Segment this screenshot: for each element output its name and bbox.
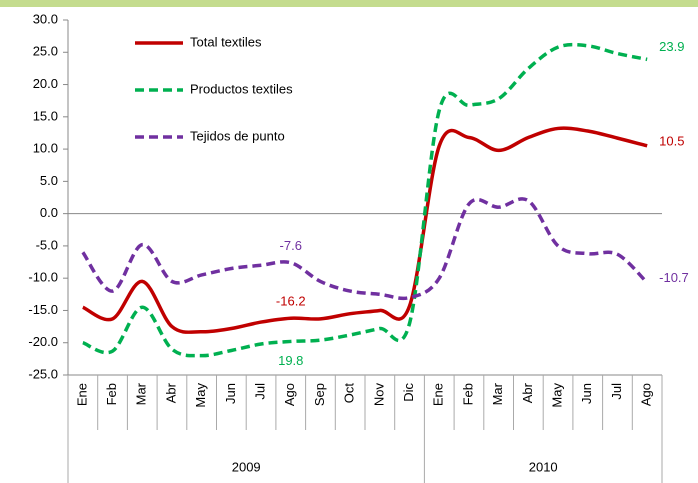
x-tick-label: Mar	[490, 382, 505, 405]
y-tick-label: -5.0	[36, 237, 58, 252]
x-tick-label: Sep	[312, 383, 327, 406]
group-label: 2009	[232, 459, 261, 474]
legend-label: Productos textiles	[190, 81, 293, 96]
y-tick-label: -20.0	[28, 334, 58, 349]
x-tick-label: May	[549, 383, 564, 408]
x-tick-label: Mar	[134, 382, 149, 405]
series-line	[82, 42, 648, 358]
x-tick-label: Jul	[252, 383, 267, 400]
y-tick-label: 20.0	[33, 76, 58, 91]
y-tick-label: 0.0	[40, 205, 58, 220]
value-label: 10.5	[659, 133, 684, 148]
x-tick-label: Ago	[282, 383, 297, 406]
x-tick-label: Nov	[371, 383, 386, 407]
legend-label: Tejidos de punto	[190, 128, 285, 143]
x-tick-label: Jun	[223, 383, 238, 404]
y-tick-label: 15.0	[33, 108, 58, 123]
value-label: -7.6	[280, 238, 302, 253]
x-tick-label: Jul	[609, 383, 624, 400]
y-tick-label: -25.0	[28, 366, 58, 381]
x-tick-label: Jun	[579, 383, 594, 404]
y-tick-label: 25.0	[33, 44, 58, 59]
x-tick-label: Oct	[342, 383, 357, 404]
x-tick-label: Abr	[520, 382, 535, 403]
y-tick-label: 30.0	[33, 11, 58, 26]
y-tick-label: -10.0	[28, 270, 58, 285]
series-line	[82, 126, 648, 334]
x-tick-label: Abr	[163, 382, 178, 403]
x-tick-label: Feb	[460, 383, 475, 405]
group-label: 2010	[529, 459, 558, 474]
value-label: 19.8	[278, 353, 303, 368]
value-label: 23.9	[659, 39, 684, 54]
value-label: -10.7	[659, 270, 689, 285]
top-band	[0, 0, 698, 7]
x-tick-label: Ene	[431, 383, 446, 406]
y-tick-label: 5.0	[40, 173, 58, 188]
x-tick-label: Ene	[74, 383, 89, 406]
value-label: -16.2	[276, 294, 306, 309]
x-tick-label: Dic	[401, 383, 416, 402]
x-tick-label: Feb	[104, 383, 119, 405]
x-tick-label: Ago	[639, 383, 654, 406]
legend-label: Total textiles	[190, 34, 262, 49]
y-tick-label: 10.0	[33, 141, 58, 156]
y-tick-label: -15.0	[28, 302, 58, 317]
x-tick-label: May	[193, 383, 208, 408]
series-line	[81, 197, 649, 301]
